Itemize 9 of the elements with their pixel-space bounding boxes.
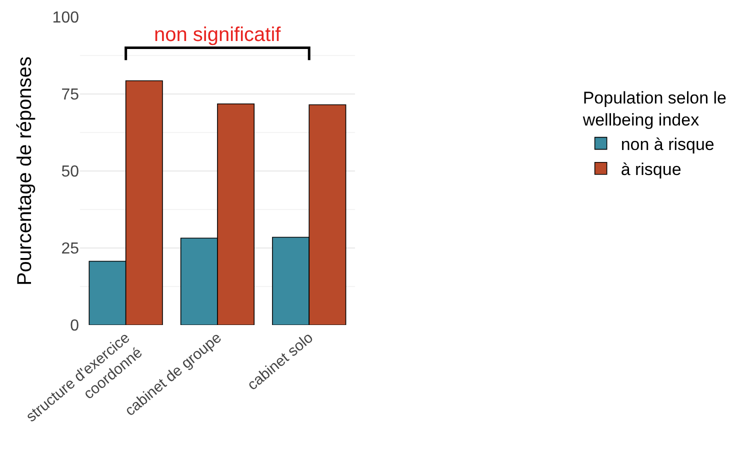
y-tick-label: 100 — [52, 10, 80, 27]
legend-label: à risque — [620, 160, 682, 180]
annotation: non significatif — [154, 24, 282, 46]
y-tick-label: 50 — [61, 164, 80, 181]
y-tick-label: 0 — [70, 318, 80, 335]
y-axis-title: Pourcentage de réponses — [14, 56, 36, 286]
y-tick-label: 75 — [61, 86, 80, 104]
y-tick-label: 25 — [61, 240, 80, 258]
legend-label: non à risque — [620, 134, 714, 154]
